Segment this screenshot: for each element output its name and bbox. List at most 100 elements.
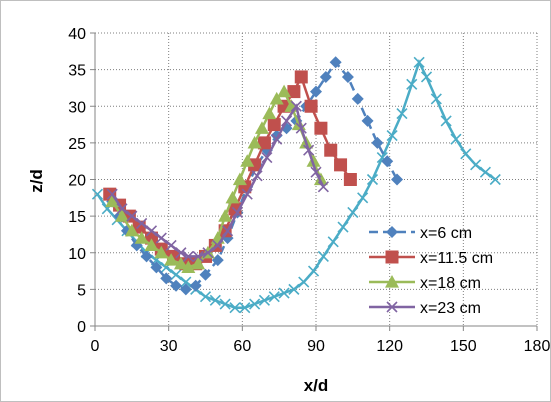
data-point [341,70,354,83]
series-x-6-cm [106,56,404,296]
data-point [164,253,179,266]
legend-entry: x=6 cm [369,225,472,242]
data-point [189,279,202,292]
data-point [317,181,329,193]
data-point [229,302,241,314]
legend-label: x=11.5 cm [420,250,493,267]
data-point [182,250,194,262]
y-tick-label: 40 [68,26,86,43]
x-tick-label: 120 [376,338,403,355]
data-point [211,254,224,267]
data-point [154,245,169,259]
data-point [181,260,196,273]
data-point [91,188,104,200]
x-tick-label: 150 [450,338,477,355]
data-point [225,190,240,204]
x-tick-label: 180 [524,338,551,355]
y-tick-label: 25 [68,136,86,153]
data-point [249,298,261,310]
data-point [134,231,149,244]
data-point [319,70,332,83]
series-unlabeled [91,56,501,314]
data-point [278,287,290,299]
data-point [126,210,138,222]
data-point [175,247,187,259]
data-point [165,239,177,251]
data-point [396,108,408,120]
data-point [170,269,182,281]
data-point [173,256,188,270]
data-point [386,301,398,313]
data-point [317,250,329,262]
data-point [294,70,308,84]
data-point [232,172,247,186]
data-point [179,283,192,296]
data-point [314,121,328,135]
data-point [219,298,231,310]
tick-labels: 0 5 10 15 20 25 30 35 40 0 30 60 90 120 150 180 [68,26,550,355]
x-tick-label: 60 [233,338,251,355]
data-point [406,78,418,90]
data-point [262,106,277,120]
x-axis-label: x/d [304,376,329,395]
data-point [347,206,359,219]
data-point [140,250,153,263]
data-point [479,166,491,178]
y-tick-label: 15 [68,209,86,226]
data-point [218,209,233,222]
data-point [144,238,159,252]
data-point [209,294,221,306]
y-tick-label: 20 [68,173,86,190]
plot-area [91,56,501,314]
axes [90,32,538,331]
data-point [247,135,262,149]
data-point [251,170,263,182]
data-point [124,223,139,237]
data-point [180,276,192,288]
data-point [287,85,301,99]
x-tick-label: 90 [307,338,325,355]
data-point [295,122,307,134]
y-tick-label: 0 [77,319,86,336]
y-tick-label: 35 [68,63,86,80]
legend-label: x=23 cm [420,300,481,317]
data-point [310,166,322,178]
y-tick-label: 30 [68,99,86,116]
legend-label: x=18 cm [420,275,481,292]
data-point [430,93,442,105]
data-point [106,188,118,200]
data-point [280,122,293,135]
data-point [192,250,204,262]
data-point [271,133,283,145]
data-point [277,84,292,98]
data-point [268,291,280,303]
data-point [269,91,284,105]
data-point [199,268,212,281]
data-point [145,225,158,237]
data-point [420,71,433,83]
data-point [440,115,452,127]
data-point [150,261,163,274]
series-x-23-cm [106,100,329,262]
data-point [470,159,482,171]
data-point [327,236,339,248]
legend-entry: x=18 cm [369,275,481,292]
data-point [222,225,234,237]
data-point [280,115,293,127]
data-point [334,158,348,172]
data-point [202,247,214,259]
data-point [212,239,224,251]
data-point [304,99,318,113]
data-point [343,173,357,186]
data-point [351,92,364,105]
data-point [391,173,404,186]
data-point [489,173,501,186]
data-point [115,209,130,222]
legend-entry: x=11.5 cm [369,250,493,267]
data-point [257,136,271,150]
y-axis-label: z/d [27,169,46,193]
data-point [241,188,253,200]
data-point [261,151,273,164]
data-point [240,154,255,167]
